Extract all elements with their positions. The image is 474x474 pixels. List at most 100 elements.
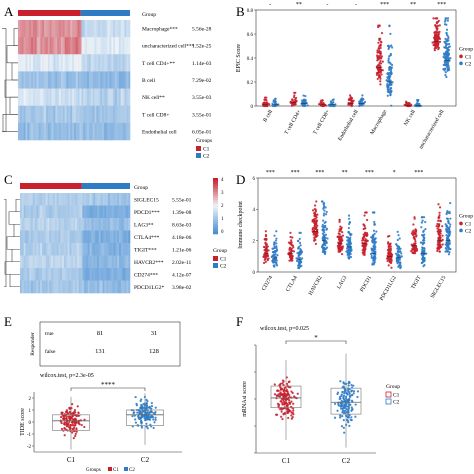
heatmap-cell (73, 268, 76, 281)
heatmap-cell (94, 122, 97, 141)
heatmap-row-label: NK cell** (142, 95, 165, 101)
colorbar-step (213, 228, 218, 231)
heatmap-cell (128, 105, 131, 124)
data-point (365, 232, 369, 235)
data-point (324, 233, 328, 236)
data-point (424, 220, 427, 224)
data-point (387, 57, 390, 60)
data-point (274, 239, 278, 242)
data-point (362, 223, 365, 226)
heatmap-cell (36, 37, 39, 55)
heatmap-cell (83, 54, 86, 72)
plot-frame (257, 177, 457, 273)
data-point (68, 415, 71, 418)
data-point (376, 59, 379, 62)
x-tick-label: T cell CD4+ (284, 109, 303, 136)
data-point (339, 250, 342, 253)
data-point (445, 75, 448, 79)
heatmap-cell (111, 230, 114, 244)
data-point (435, 21, 438, 24)
data-point (436, 37, 439, 41)
colorbar-tick: 3 (221, 191, 224, 196)
heatmap-cell (75, 268, 78, 281)
heatmap-cell (23, 255, 26, 269)
heatmap-cell (98, 71, 101, 89)
data-point (444, 17, 447, 20)
data-point (349, 243, 352, 246)
heatmap-cell (68, 20, 71, 38)
heatmap-cell (31, 37, 34, 55)
heatmap-cell (79, 88, 82, 107)
data-point (371, 241, 374, 244)
heatmap-cell (49, 205, 52, 219)
heatmap-cell (120, 255, 123, 269)
heatmap-cell (98, 193, 101, 206)
heatmap-cell (87, 218, 90, 231)
heatmap-cell (40, 122, 43, 141)
data-point (144, 419, 147, 422)
data-point (154, 418, 157, 421)
data-point (275, 246, 278, 249)
data-point (445, 38, 449, 41)
data-point (372, 229, 376, 232)
data-point (282, 383, 285, 387)
data-point (323, 252, 327, 255)
data-point (438, 231, 441, 234)
heatmap-cell (126, 122, 129, 141)
data-point (324, 104, 327, 107)
heatmap-cell (92, 54, 95, 72)
heatmap-cell (69, 268, 72, 281)
colorbar-step (213, 230, 218, 233)
heatmap-row-pvalue: 2.02e-11 (172, 260, 191, 266)
data-point (294, 100, 297, 103)
heatmap-cell (106, 193, 109, 206)
data-point (447, 246, 450, 249)
data-point (370, 254, 373, 258)
data-point (298, 256, 302, 260)
heatmap-cell (59, 122, 62, 141)
data-point (445, 47, 448, 50)
data-point (290, 244, 293, 247)
box-iqr (270, 385, 302, 408)
heatmap-cell (74, 20, 77, 38)
data-point (275, 259, 278, 262)
heatmap-cell (116, 20, 120, 38)
data-point (325, 228, 328, 231)
data-point (413, 231, 416, 234)
data-point (438, 246, 441, 249)
heatmap-cell (94, 20, 97, 38)
heatmap-cell (51, 243, 54, 256)
heatmap-cell (46, 37, 49, 55)
data-point (443, 46, 446, 49)
data-point (63, 422, 66, 426)
data-point (443, 53, 446, 56)
significance-label: *** (414, 170, 423, 176)
data-point (272, 258, 276, 262)
data-point (311, 209, 315, 212)
data-point (437, 225, 440, 228)
heatmap-cell (98, 243, 101, 256)
heatmap-cell (72, 37, 75, 55)
heatmap-cell (95, 255, 98, 269)
data-point (389, 54, 392, 57)
heatmap-cell (91, 280, 94, 294)
data-point (337, 250, 340, 253)
heatmap-cell (40, 268, 43, 281)
data-point (290, 239, 293, 242)
data-point (295, 257, 298, 260)
data-point (284, 386, 287, 389)
heatmap-cell (73, 230, 76, 244)
table-cell: 31 (151, 330, 158, 337)
heatmap-cell (79, 105, 82, 124)
data-point (282, 389, 286, 392)
heatmap-cell (49, 105, 52, 124)
heatmap-cell (21, 218, 24, 231)
data-point (389, 93, 392, 96)
data-point (364, 239, 368, 242)
heatmap-cell (51, 37, 54, 55)
data-point (444, 243, 447, 246)
group-bar-c1 (20, 183, 82, 189)
heatmap-cell (40, 243, 43, 256)
heatmap-cell (31, 54, 34, 72)
heatmap-cell (108, 193, 111, 206)
